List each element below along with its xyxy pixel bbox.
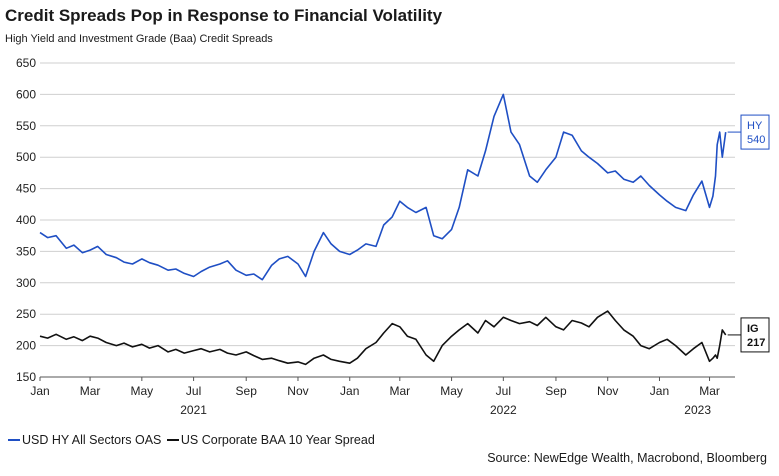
y-tick-label: 550 xyxy=(16,119,36,133)
x-tick-label: Jan xyxy=(650,384,669,398)
end-label-value-hy: 540 xyxy=(747,134,765,146)
x-tick-label: Sep xyxy=(236,384,258,398)
y-tick-label: 350 xyxy=(16,244,36,258)
x-tick-label: Mar xyxy=(699,384,720,398)
end-label-box-hy xyxy=(740,114,770,150)
end-label-value-ig: 217 xyxy=(747,337,765,349)
series-line-hy xyxy=(39,93,727,281)
legend-item-ig: US Corporate BAA 10 Year Spread xyxy=(166,433,375,447)
y-tick-label: 500 xyxy=(16,150,36,164)
x-tick-label: Jan xyxy=(30,384,49,398)
y-tick-label: 450 xyxy=(16,182,36,196)
x-year-label: 2021 xyxy=(180,403,207,417)
y-tick-label: 150 xyxy=(16,370,36,384)
legend-item-hy: USD HY All Sectors OAS xyxy=(8,433,161,447)
source-note: Source: NewEdge Wealth, Macrobond, Bloom… xyxy=(487,451,767,465)
legend-label-ig: US Corporate BAA 10 Year Spread xyxy=(180,433,375,447)
x-tick-label: May xyxy=(130,384,153,398)
y-tick-label: 300 xyxy=(16,276,36,290)
y-tick-label: 600 xyxy=(16,87,36,101)
end-label-box-ig xyxy=(740,317,770,353)
legend: USD HY All Sectors OAS US Corporate BAA … xyxy=(8,430,383,447)
x-tick-label: May xyxy=(440,384,463,398)
x-tick-label: Jul xyxy=(186,384,201,398)
end-label-name-ig: IG xyxy=(747,323,759,335)
x-tick-label: Jan xyxy=(340,384,359,398)
chart-title: Credit Spreads Pop in Response to Financ… xyxy=(5,6,443,25)
y-tick-label: 250 xyxy=(16,307,36,321)
x-tick-label: Mar xyxy=(389,384,410,398)
x-tick-label: Nov xyxy=(597,384,618,398)
y-tick-label: 650 xyxy=(16,56,36,70)
x-tick-label: Nov xyxy=(287,384,308,398)
legend-label-hy: USD HY All Sectors OAS xyxy=(22,433,162,447)
x-tick-label: Sep xyxy=(545,384,567,398)
x-year-label: 2023 xyxy=(684,403,711,417)
y-tick-label: 400 xyxy=(16,213,36,227)
legend-swatch-hy xyxy=(8,439,20,441)
end-label-name-hy: HY xyxy=(747,120,763,132)
x-tick-label: Mar xyxy=(80,384,101,398)
x-tick-label: Jul xyxy=(496,384,511,398)
legend-swatch-ig xyxy=(166,439,179,441)
x-year-label: 2022 xyxy=(490,403,517,417)
y-tick-label: 200 xyxy=(16,339,36,353)
chart-subtitle: High Yield and Investment Grade (Baa) Cr… xyxy=(5,33,273,45)
series-line-ig xyxy=(39,310,727,366)
